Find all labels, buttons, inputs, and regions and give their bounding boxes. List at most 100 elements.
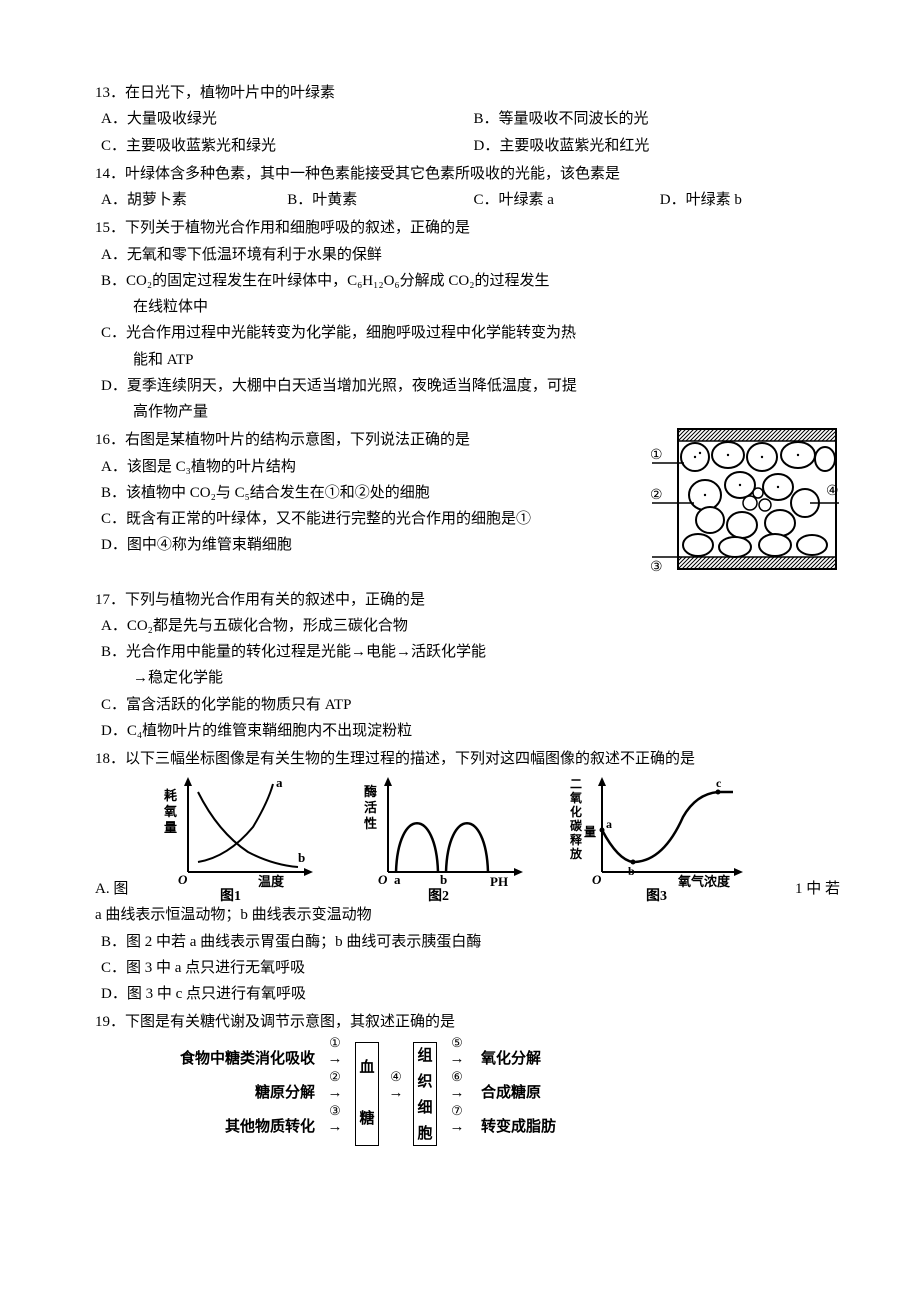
question-18: 18．以下三幅坐标图像是有关生物的生理过程的描述，下列对这四幅图像的叙述不正确的… bbox=[95, 746, 840, 1007]
q13-opt-a: A．大量吸收绿光 bbox=[95, 106, 468, 132]
svg-text:释: 释 bbox=[570, 832, 583, 847]
leaf-label-4: ④ bbox=[826, 484, 839, 499]
q17-opt-b-2: →稳定化学能 bbox=[95, 665, 840, 691]
q15-opt-c-1: C．光合作用过程中光能转变为化学能，细胞呼吸过程中化学能转变为热 bbox=[95, 320, 840, 346]
svg-text:O: O bbox=[178, 872, 188, 887]
d19-right-2: 合成糖原 bbox=[477, 1080, 541, 1106]
sugar-metabolism-diagram: 食物中糖类消化吸收 ①→ 糖原分解 ②→ 其他物质转化 ③→ 血 糖 ④→ bbox=[95, 1036, 840, 1146]
q17-opt-a: A．CO₂都是先与五碳化合物，形成三碳化合物 bbox=[95, 613, 840, 639]
svg-text:a: a bbox=[394, 872, 401, 887]
q14-opt-a: A．胡萝卜素 bbox=[95, 187, 281, 213]
question-17: 17．下列与植物光合作用有关的叙述中，正确的是 A．CO₂都是先与五碳化合物，形… bbox=[95, 587, 840, 745]
question-14: 14．叶绿体含多种色素，其中一种色素能接受其它色素所吸收的光能，该色素是 A．胡… bbox=[95, 161, 840, 214]
d19-right-1: 氧化分解 bbox=[477, 1046, 541, 1072]
svg-text:b: b bbox=[298, 850, 305, 865]
svg-text:氧: 氧 bbox=[163, 804, 177, 819]
chart-1: a b 耗 氧 量 O 温度 图1 bbox=[158, 772, 318, 902]
svg-text:二: 二 bbox=[570, 777, 582, 791]
q18-opt-b: B．图 2 中若 a 曲线表示胃蛋白酶；b 曲线可表示胰蛋白酶 bbox=[95, 929, 840, 955]
svg-text:氧气浓度: 氧气浓度 bbox=[677, 874, 731, 889]
d19-num-5: ⑤ bbox=[437, 1032, 477, 1055]
q18-opt-d: D．图 3 中 c 点只进行有氧呼吸 bbox=[95, 981, 840, 1007]
question-13: 13．在日光下，植物叶片中的叶绿素 A．大量吸收绿光 B．等量吸收不同波长的光 … bbox=[95, 80, 840, 159]
q14-opt-b: B．叶黄素 bbox=[281, 187, 467, 213]
q15-opt-b-2: 在线粒体中 bbox=[95, 294, 840, 320]
q18-opt-c: C．图 3 中 a 点只进行无氧呼吸 bbox=[95, 955, 840, 981]
d19-num-3: ③ bbox=[315, 1100, 355, 1123]
d19-right-3: 转变成脂肪 bbox=[477, 1114, 556, 1140]
q14-opt-d: D．叶绿素 b bbox=[654, 187, 840, 213]
q17-stem: 17．下列与植物光合作用有关的叙述中，正确的是 bbox=[95, 587, 840, 613]
svg-text:O: O bbox=[378, 872, 388, 887]
q16-opt-a: A．该图是 C₃植物的叶片结构 bbox=[95, 454, 642, 480]
svg-text:O: O bbox=[592, 872, 602, 887]
d19-num-2: ② bbox=[315, 1066, 355, 1089]
q16-opt-c: C．既含有正常的叶绿体，又不能进行完整的光合作用的细胞是① bbox=[95, 506, 642, 532]
q14-stem: 14．叶绿体含多种色素，其中一种色素能接受其它色素所吸收的光能，该色素是 bbox=[95, 161, 840, 187]
svg-text:图2: 图2 bbox=[428, 888, 449, 902]
svg-text:图3: 图3 bbox=[646, 888, 667, 902]
q17-opt-d: D．C₄植物叶片的维管束鞘细胞内不出现淀粉粒 bbox=[95, 718, 840, 744]
q15-stem: 15．下列关于植物光合作用和细胞呼吸的叙述，正确的是 bbox=[95, 215, 840, 241]
d19-num-6: ⑥ bbox=[437, 1066, 477, 1089]
leaf-label-3: ③ bbox=[650, 560, 663, 575]
svg-text:a: a bbox=[606, 817, 612, 831]
svg-text:性: 性 bbox=[364, 816, 377, 831]
q18-opt-a-2: a 曲线表示恒温动物；b 曲线表示变温动物 bbox=[95, 902, 840, 928]
q14-options: A．胡萝卜素 B．叶黄素 C．叶绿素 a D．叶绿素 b bbox=[95, 187, 840, 213]
q18-opt-a-row: A. 图 a b 耗 氧 量 O 温度 图1 bbox=[95, 772, 840, 902]
svg-text:b: b bbox=[440, 872, 447, 887]
q16-opt-b: B．该植物中 CO₂与 C₅结合发生在①和②处的细胞 bbox=[95, 480, 642, 506]
d19-left-2: 糖原分解 bbox=[155, 1080, 315, 1106]
svg-text:碳: 碳 bbox=[570, 818, 583, 833]
svg-text:活: 活 bbox=[364, 800, 377, 815]
q16-stem: 16．右图是某植物叶片的结构示意图，下列说法正确的是 bbox=[95, 427, 642, 453]
d19-right-col: ⑤→ 氧化分解 ⑥→ 合成糖原 ⑦→ 转变成脂肪 bbox=[437, 1043, 556, 1145]
q16-text: 16．右图是某植物叶片的结构示意图，下列说法正确的是 A．该图是 C₃植物的叶片… bbox=[95, 427, 642, 558]
question-15: 15．下列关于植物光合作用和细胞呼吸的叙述，正确的是 A．无氧和零下低温环境有利… bbox=[95, 215, 840, 425]
d19-box-tissue-cell: 组 织 细 胞 bbox=[413, 1042, 437, 1146]
q13-options-2: C．主要吸收蓝紫光和绿光 D．主要吸收蓝紫光和红光 bbox=[95, 133, 840, 159]
svg-text:氧: 氧 bbox=[569, 790, 582, 805]
q13-opt-d: D．主要吸收蓝紫光和红光 bbox=[468, 133, 841, 159]
svg-text:PH: PH bbox=[490, 874, 508, 889]
q13-opt-b: B．等量吸收不同波长的光 bbox=[468, 106, 841, 132]
svg-text:c: c bbox=[716, 776, 722, 790]
q15-opt-c-2: 能和 ATP bbox=[95, 347, 840, 373]
svg-text:温度: 温度 bbox=[258, 874, 285, 889]
q18-charts: a b 耗 氧 量 O 温度 图1 a b 酶 活 性 bbox=[128, 772, 753, 902]
d19-num-7: ⑦ bbox=[437, 1100, 477, 1123]
chart-2: a b 酶 活 性 O PH 图2 bbox=[358, 772, 528, 902]
leaf-cross-section-figure: ① ② ③ ④ bbox=[650, 425, 840, 584]
q17-opt-b-1: B．光合作用中能量的转化过程是光能→电能→活跃化学能 bbox=[95, 639, 840, 665]
q15-opt-a: A．无氧和零下低温环境有利于水果的保鲜 bbox=[95, 242, 840, 268]
q14-opt-c: C．叶绿素 a bbox=[468, 187, 654, 213]
svg-text:量: 量 bbox=[584, 825, 596, 839]
chart-3: a b c 二 氧 化 碳 释 放 量 O 氧气浓度 图3 bbox=[568, 772, 753, 902]
q13-options: A．大量吸收绿光 B．等量吸收不同波长的光 bbox=[95, 106, 840, 132]
question-16: 16．右图是某植物叶片的结构示意图，下列说法正确的是 A．该图是 C₃植物的叶片… bbox=[95, 427, 840, 584]
svg-text:化: 化 bbox=[570, 804, 582, 819]
svg-text:图1: 图1 bbox=[220, 888, 241, 902]
d19-num-1: ① bbox=[315, 1032, 355, 1055]
svg-text:酶: 酶 bbox=[364, 784, 377, 799]
d19-num-4: ④ bbox=[379, 1066, 413, 1089]
q13-stem: 13．在日光下，植物叶片中的叶绿素 bbox=[95, 80, 840, 106]
q18-stem: 18．以下三幅坐标图像是有关生物的生理过程的描述，下列对这四幅图像的叙述不正确的… bbox=[95, 746, 840, 772]
q13-opt-c: C．主要吸收蓝紫光和绿光 bbox=[95, 133, 468, 159]
q17-opt-c: C．富含活跃的化学能的物质只有 ATP bbox=[95, 692, 840, 718]
d19-left-3: 其他物质转化 bbox=[155, 1114, 315, 1140]
q15-opt-d-2: 高作物产量 bbox=[95, 399, 840, 425]
leaf-label-2: ② bbox=[650, 488, 663, 503]
question-19: 19．下图是有关糖代谢及调节示意图，其叙述正确的是 食物中糖类消化吸收 ①→ 糖… bbox=[95, 1009, 840, 1145]
q16-opt-d: D．图中④称为维管束鞘细胞 bbox=[95, 532, 642, 558]
q18-opt-a-lead: A. 图 bbox=[95, 876, 128, 902]
q15-opt-d-1: D．夏季连续阴天，大棚中白天适当增加光照，夜晚适当降低温度，可提 bbox=[95, 373, 840, 399]
d19-left-1: 食物中糖类消化吸收 bbox=[155, 1046, 315, 1072]
d19-left-col: 食物中糖类消化吸收 ①→ 糖原分解 ②→ 其他物质转化 ③→ bbox=[155, 1043, 355, 1145]
leaf-label-1: ① bbox=[650, 448, 663, 463]
svg-text:量: 量 bbox=[164, 820, 177, 835]
d19-box-blood-sugar: 血 糖 bbox=[355, 1042, 379, 1146]
svg-text:a: a bbox=[276, 775, 283, 790]
q18-opt-a-tail: 1 中 若 bbox=[795, 876, 840, 902]
